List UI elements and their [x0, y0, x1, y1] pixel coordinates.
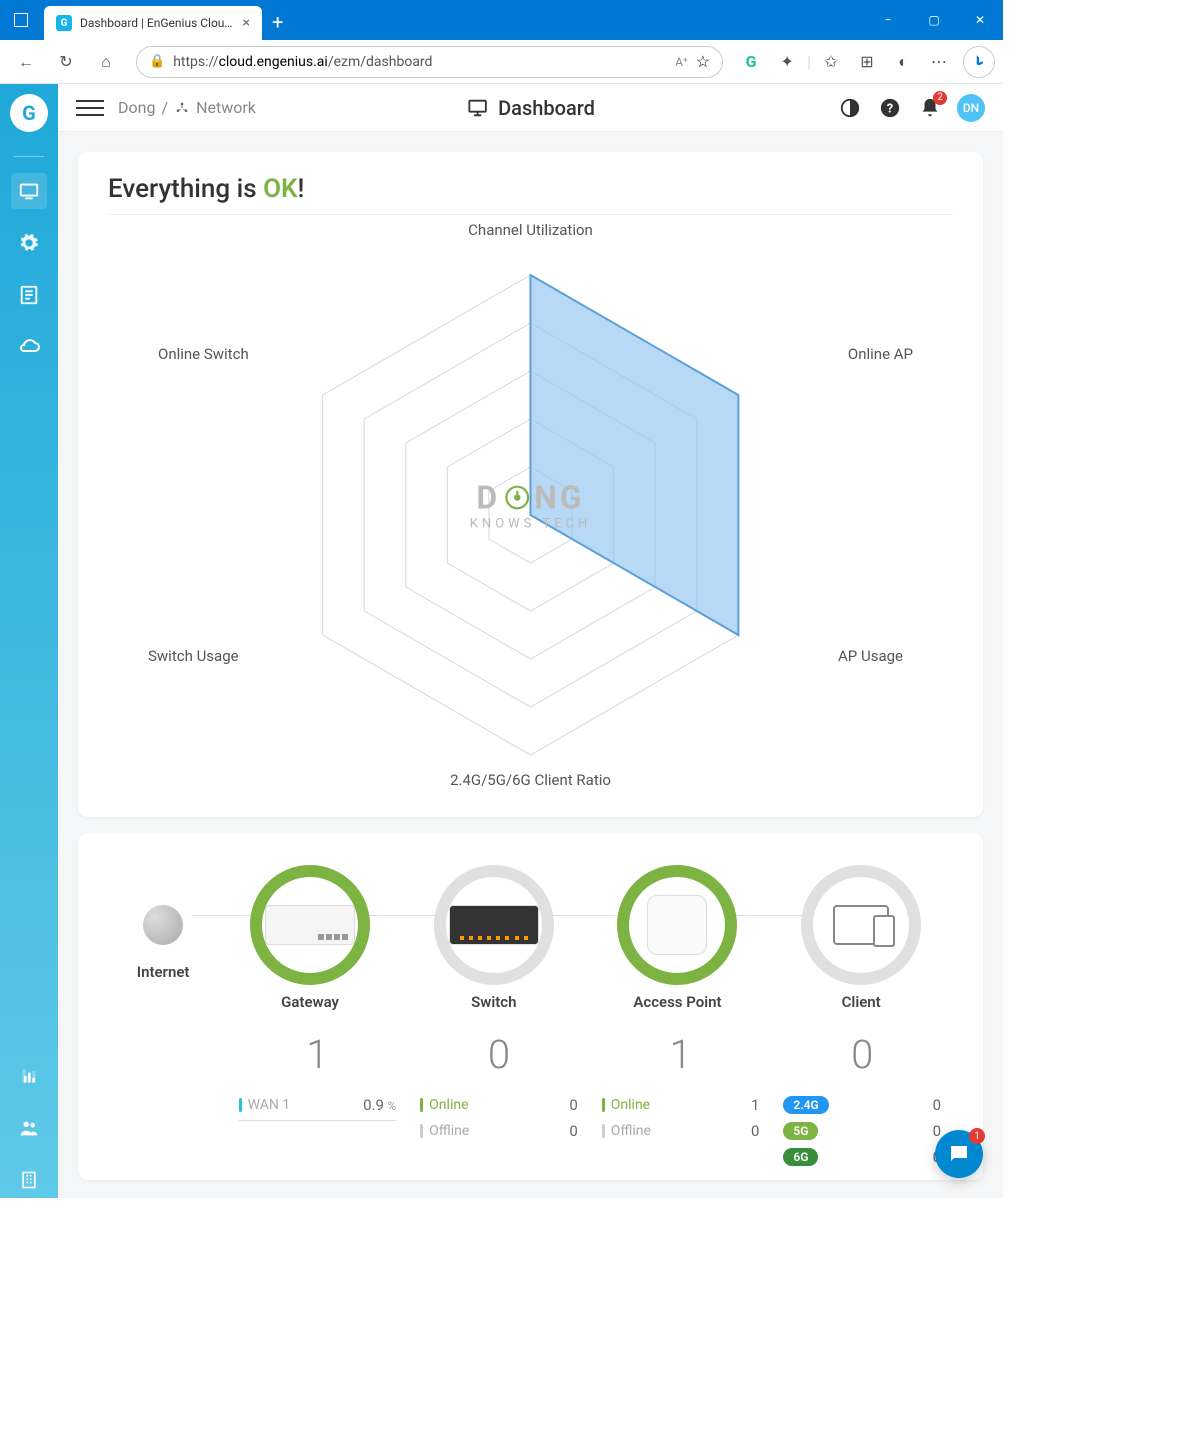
- switch-icon: [434, 865, 554, 985]
- sidebar-analytics[interactable]: [11, 1058, 47, 1094]
- main-panel: Dong / Network Dashboard ? 2 DN: [58, 84, 1003, 1198]
- window-titlebar: G Dashboard | EnGenius Cloud - D… × + − …: [0, 0, 1003, 40]
- header-actions: ? 2 DN: [837, 94, 985, 122]
- breadcrumb[interactable]: Dong / Network: [118, 98, 256, 117]
- content-area: Everything is OK! Channel Utilization On…: [58, 132, 1003, 1198]
- svg-text:?: ?: [887, 101, 893, 116]
- help-button[interactable]: ?: [877, 95, 903, 121]
- minimize-button[interactable]: −: [865, 0, 911, 40]
- page-title: Dashboard: [466, 96, 595, 120]
- band-pill: 5G: [783, 1122, 818, 1140]
- col-gateway: 1 WAN 1 0.9 %: [227, 1031, 409, 1170]
- monitor-icon: [466, 97, 488, 119]
- radar-label-tr: Online AP: [848, 345, 913, 363]
- col-switch: 0 Online0 Offline0: [408, 1031, 590, 1170]
- favorites-icon[interactable]: ✩: [815, 46, 847, 78]
- inprivate-icon[interactable]: ◐: [887, 46, 919, 78]
- tab-title: Dashboard | EnGenius Cloud - D…: [80, 16, 235, 30]
- home-button[interactable]: ⌂: [88, 44, 124, 80]
- radar-svg: [108, 215, 953, 795]
- collections-icon[interactable]: ⊞: [851, 46, 883, 78]
- sidebar-dashboard[interactable]: [11, 173, 47, 209]
- client-count: 0: [783, 1031, 941, 1078]
- maximize-button[interactable]: ▢: [911, 0, 957, 40]
- close-button[interactable]: ✕: [957, 0, 1003, 40]
- notifications-button[interactable]: 2: [917, 95, 943, 121]
- favorite-icon[interactable]: ☆: [696, 52, 710, 71]
- sidebar-org[interactable]: [11, 1162, 47, 1198]
- app-logo-icon[interactable]: G: [10, 94, 48, 132]
- reader-icon[interactable]: A⁺: [675, 55, 688, 69]
- ap-count: 1: [602, 1031, 760, 1078]
- sidebar-cloud[interactable]: [11, 329, 47, 365]
- tab-overview-icon[interactable]: [14, 13, 28, 27]
- app-root: G Dong / Network Dashboard ?: [0, 84, 1003, 1198]
- client-icon: [801, 865, 921, 985]
- close-tab-icon[interactable]: ×: [243, 15, 250, 31]
- chat-badge: 1: [969, 1128, 985, 1144]
- address-bar[interactable]: 🔒 https://cloud.engenius.ai/ezm/dashboar…: [136, 46, 723, 78]
- topology-card: Internet Gateway Switch Access Point: [78, 833, 983, 1180]
- more-icon[interactable]: ⋯: [923, 46, 955, 78]
- radar-label-bl: Switch Usage: [148, 647, 239, 665]
- band-pill: 2.4G: [783, 1096, 828, 1114]
- switch-count: 0: [420, 1031, 578, 1078]
- grammarly-icon[interactable]: G: [735, 46, 767, 78]
- window-controls: − ▢ ✕: [865, 0, 1003, 40]
- node-gateway[interactable]: Gateway: [218, 865, 402, 1011]
- sidebar-reports[interactable]: [11, 277, 47, 313]
- col-internet: [108, 1031, 227, 1170]
- app-header: Dong / Network Dashboard ? 2 DN: [58, 84, 1003, 132]
- lock-icon: 🔒: [149, 54, 165, 69]
- chat-button[interactable]: 1: [935, 1130, 983, 1178]
- sidebar-settings[interactable]: [11, 225, 47, 261]
- new-tab-button[interactable]: +: [272, 10, 283, 34]
- node-switch[interactable]: Switch: [402, 865, 586, 1011]
- sidebar-users[interactable]: [11, 1110, 47, 1146]
- menu-button[interactable]: [76, 95, 104, 121]
- browser-toolbar: ← ↻ ⌂ 🔒 https://cloud.engenius.ai/ezm/da…: [0, 40, 1003, 84]
- node-ap[interactable]: Access Point: [586, 865, 770, 1011]
- band-row: 2.4G0: [783, 1092, 941, 1118]
- favicon-icon: G: [56, 15, 72, 31]
- bing-icon[interactable]: [963, 46, 995, 78]
- user-avatar[interactable]: DN: [957, 94, 985, 122]
- radar-label-tl: Online Switch: [158, 345, 249, 363]
- ap-icon: [617, 865, 737, 985]
- radar-chart: Channel Utilization Online AP AP Usage 2…: [108, 215, 953, 795]
- notif-badge: 2: [933, 91, 947, 105]
- topology-row: Internet Gateway Switch Access Point: [108, 855, 953, 1031]
- col-client: 0 2.4G05G06G0: [771, 1031, 953, 1170]
- stats-row: 1 WAN 1 0.9 % 0 Online0 Offline0 1 Onlin…: [108, 1031, 953, 1170]
- radar-label-bottom: 2.4G/5G/6G Client Ratio: [450, 771, 611, 789]
- sidebar: G: [0, 84, 58, 1198]
- node-internet[interactable]: Internet: [108, 895, 218, 981]
- node-client[interactable]: Client: [769, 865, 953, 1011]
- back-button[interactable]: ←: [8, 44, 44, 80]
- status-title: Everything is OK!: [108, 174, 953, 215]
- gateway-icon: [250, 865, 370, 985]
- gateway-count: 1: [239, 1031, 397, 1078]
- internet-icon: [133, 895, 193, 955]
- status-card: Everything is OK! Channel Utilization On…: [78, 152, 983, 817]
- url-text: https://cloud.engenius.ai/ezm/dashboard: [173, 54, 667, 70]
- network-icon: [174, 100, 190, 116]
- browser-tab[interactable]: G Dashboard | EnGenius Cloud - D… ×: [44, 6, 262, 40]
- extensions-icon[interactable]: ✦: [771, 46, 803, 78]
- col-ap: 1 Online1 Offline0: [590, 1031, 772, 1170]
- radar-label-top: Channel Utilization: [468, 221, 593, 239]
- theme-toggle[interactable]: [837, 95, 863, 121]
- radar-label-br: AP Usage: [838, 647, 903, 665]
- band-pill: 6G: [783, 1148, 818, 1166]
- band-row: 6G0: [783, 1144, 941, 1170]
- refresh-button[interactable]: ↻: [48, 44, 84, 80]
- wan-row: WAN 1 0.9 %: [239, 1092, 397, 1121]
- band-row: 5G0: [783, 1118, 941, 1144]
